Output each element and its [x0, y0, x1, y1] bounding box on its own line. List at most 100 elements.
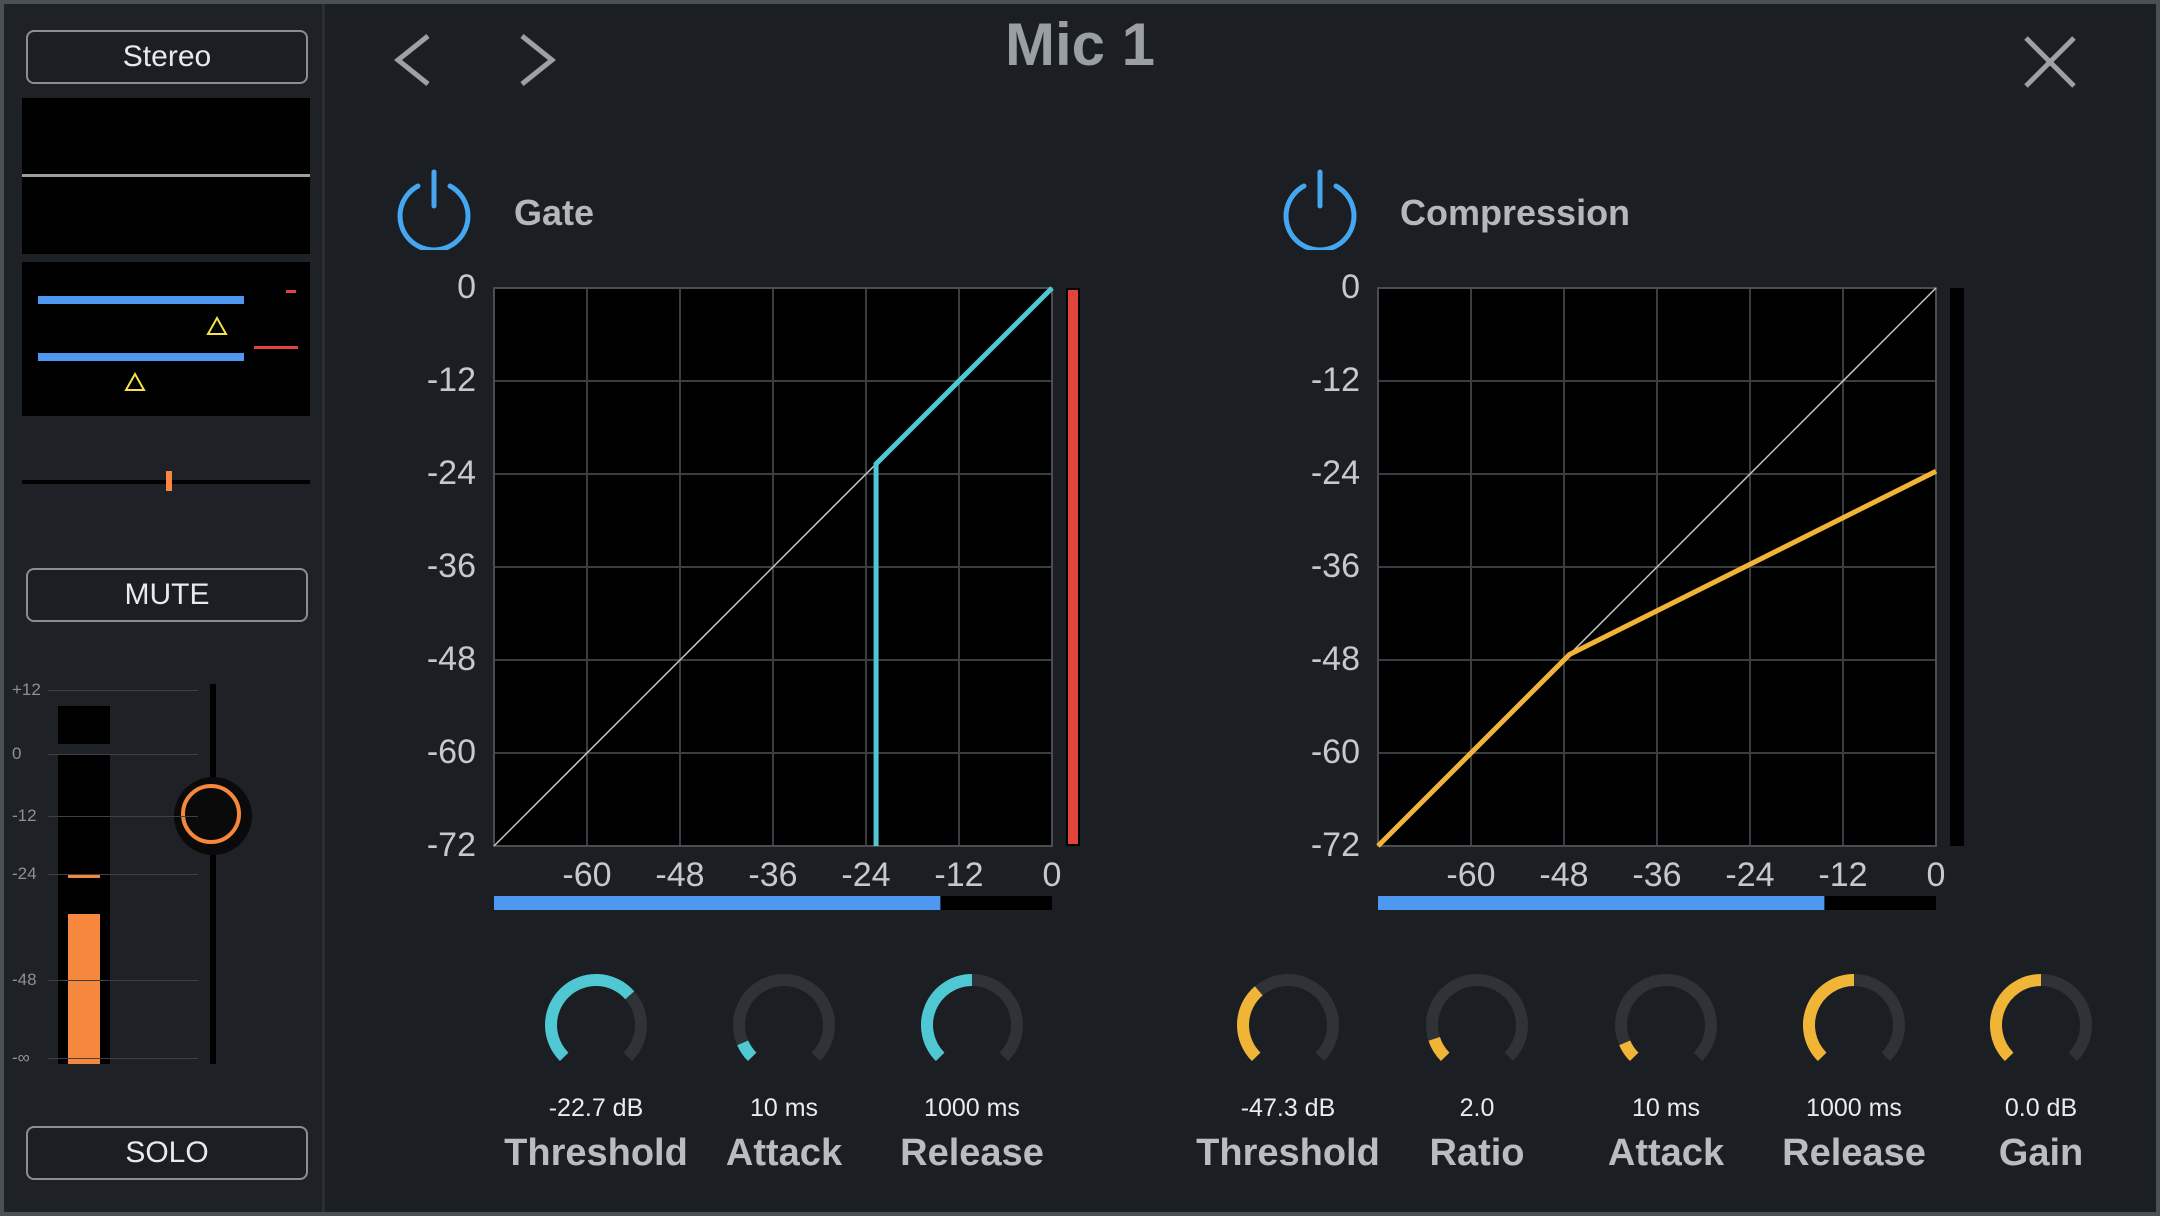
gate-power-icon[interactable]: [392, 166, 476, 250]
comp-y-tick: -12: [1310, 361, 1360, 399]
gate-mini-peak: [286, 290, 296, 293]
fader-scale-line: [48, 754, 198, 755]
comp-y-tick: -72: [1310, 826, 1360, 864]
knob-dial[interactable]: [729, 970, 839, 1080]
compression-title: Compression: [1400, 192, 1631, 233]
compression-power-icon[interactable]: [1278, 166, 1362, 250]
fader-scale-line: [48, 874, 198, 875]
comp-threshold-marker-icon: [124, 371, 146, 391]
knob-ratio[interactable]: 2.0 Ratio: [1382, 970, 1572, 1175]
comp-output-meter: [1950, 288, 1964, 846]
knob-value-arc: [1803, 974, 1855, 1062]
fader-scale-label: -∞: [12, 1048, 30, 1067]
knob-attack[interactable]: 10 ms Attack: [689, 970, 879, 1175]
comp-y-tick: 0: [1341, 268, 1360, 306]
knob-label: Ratio: [1429, 1132, 1525, 1174]
knob-dial[interactable]: [1986, 970, 2096, 1080]
gate-y-tick: 0: [457, 268, 476, 306]
fader-scale-line: [48, 690, 198, 691]
knob-dial[interactable]: [1611, 970, 1721, 1080]
knob-release[interactable]: 1000 ms Release: [1759, 970, 1949, 1175]
comp-y-tick: -60: [1310, 733, 1360, 771]
gate-output-meter-fill: [1068, 290, 1078, 844]
knob-label: Threshold: [504, 1132, 688, 1174]
gate-y-tick: -12: [426, 361, 476, 399]
knob-value-arc: [1619, 1040, 1639, 1062]
knob-value-arc: [921, 974, 973, 1062]
knob-release[interactable]: 1000 ms Release: [877, 970, 1067, 1175]
chevron-right-icon[interactable]: [512, 30, 562, 90]
meter-fill: [68, 913, 100, 1064]
gate-x-tick: -36: [748, 856, 798, 894]
knob-value-arc: [1990, 974, 2042, 1062]
gate-y-tick: -36: [426, 547, 476, 585]
close-icon[interactable]: [2020, 32, 2080, 92]
fader-scale-label: -24: [12, 864, 37, 883]
gate-plot-border: [493, 287, 1053, 847]
chevron-left-icon[interactable]: [388, 30, 438, 90]
gate-transfer-curve[interactable]: [873, 286, 1054, 846]
knob-track: [1426, 974, 1528, 1062]
gate-y-tick: -72: [426, 826, 476, 864]
knob-value: 1000 ms: [924, 1094, 1020, 1122]
knob-label: Release: [900, 1132, 1044, 1174]
gate-title: Gate: [514, 192, 595, 233]
comp-x-tick: -24: [1725, 856, 1775, 894]
fader-scale-label: 0: [12, 744, 22, 763]
knob-dial[interactable]: [917, 970, 1027, 1080]
knob-value-arc: [545, 974, 635, 1062]
meter-peak: [68, 874, 100, 878]
knob-threshold[interactable]: -47.3 dB Threshold: [1193, 970, 1383, 1175]
comp-x-tick: -48: [1539, 856, 1589, 894]
input-scope: [22, 98, 310, 254]
knob-label: Release: [1782, 1132, 1926, 1174]
mute-label: MUTE: [124, 578, 210, 611]
knob-dial[interactable]: [541, 970, 651, 1080]
knob-attack[interactable]: 10 ms Attack: [1571, 970, 1761, 1175]
knob-gain[interactable]: 0.0 dB Gain: [1946, 970, 2136, 1175]
eq-overview: [22, 262, 310, 416]
fader-track[interactable]: [210, 684, 216, 1064]
knob-track: [733, 974, 835, 1062]
knob-track: [1615, 974, 1717, 1062]
gate-input-meter-fill: [494, 896, 941, 910]
solo-label: SOLO: [125, 1136, 209, 1169]
knob-value: 10 ms: [1631, 1094, 1701, 1122]
knob-label: Threshold: [1196, 1132, 1380, 1174]
scope-trace: [22, 174, 310, 177]
comp-x-tick: -36: [1632, 856, 1682, 894]
mute-button[interactable]: MUTE: [26, 568, 308, 622]
knob-value: 0.0 dB: [2004, 1094, 2078, 1122]
knob-dial[interactable]: [1233, 970, 1343, 1080]
level-meter: [58, 706, 110, 1064]
comp-input-meter-fill: [1378, 896, 1825, 910]
pan-slider[interactable]: [22, 471, 310, 491]
stereo-button[interactable]: Stereo: [26, 30, 308, 84]
gate-y-tick: -24: [426, 454, 476, 492]
knob-value-arc: [1428, 1036, 1450, 1062]
knob-label: Attack: [1607, 1132, 1725, 1174]
knob-threshold[interactable]: -22.7 dB Threshold: [501, 970, 691, 1175]
pan-handle[interactable]: [166, 471, 172, 491]
comp-mini-peak: [254, 346, 298, 349]
fader-scale-line: [48, 816, 198, 817]
knob-label: Gain: [1998, 1132, 2084, 1174]
knob-dial[interactable]: [1422, 970, 1532, 1080]
gate-x-tick: -60: [562, 856, 612, 894]
comp-plot-border: [1377, 287, 1937, 847]
eq-overview-graphic: [38, 290, 298, 391]
gate-x-tick: -12: [934, 856, 984, 894]
comp-transfer-curve[interactable]: [1376, 469, 1938, 848]
gate-y-tick: -48: [426, 640, 476, 678]
solo-button[interactable]: SOLO: [26, 1126, 308, 1180]
knob-value: 2.0: [1459, 1094, 1495, 1122]
comp-mini-bar: [38, 353, 244, 361]
knob-value: -22.7 dB: [548, 1094, 644, 1122]
fader-scale-line: [48, 980, 198, 981]
knob-value: 10 ms: [749, 1094, 819, 1122]
knob-value-arc: [737, 1040, 757, 1062]
comp-x-tick: -12: [1818, 856, 1868, 894]
gate-mini-bar: [38, 296, 244, 304]
knob-dial[interactable]: [1799, 970, 1909, 1080]
